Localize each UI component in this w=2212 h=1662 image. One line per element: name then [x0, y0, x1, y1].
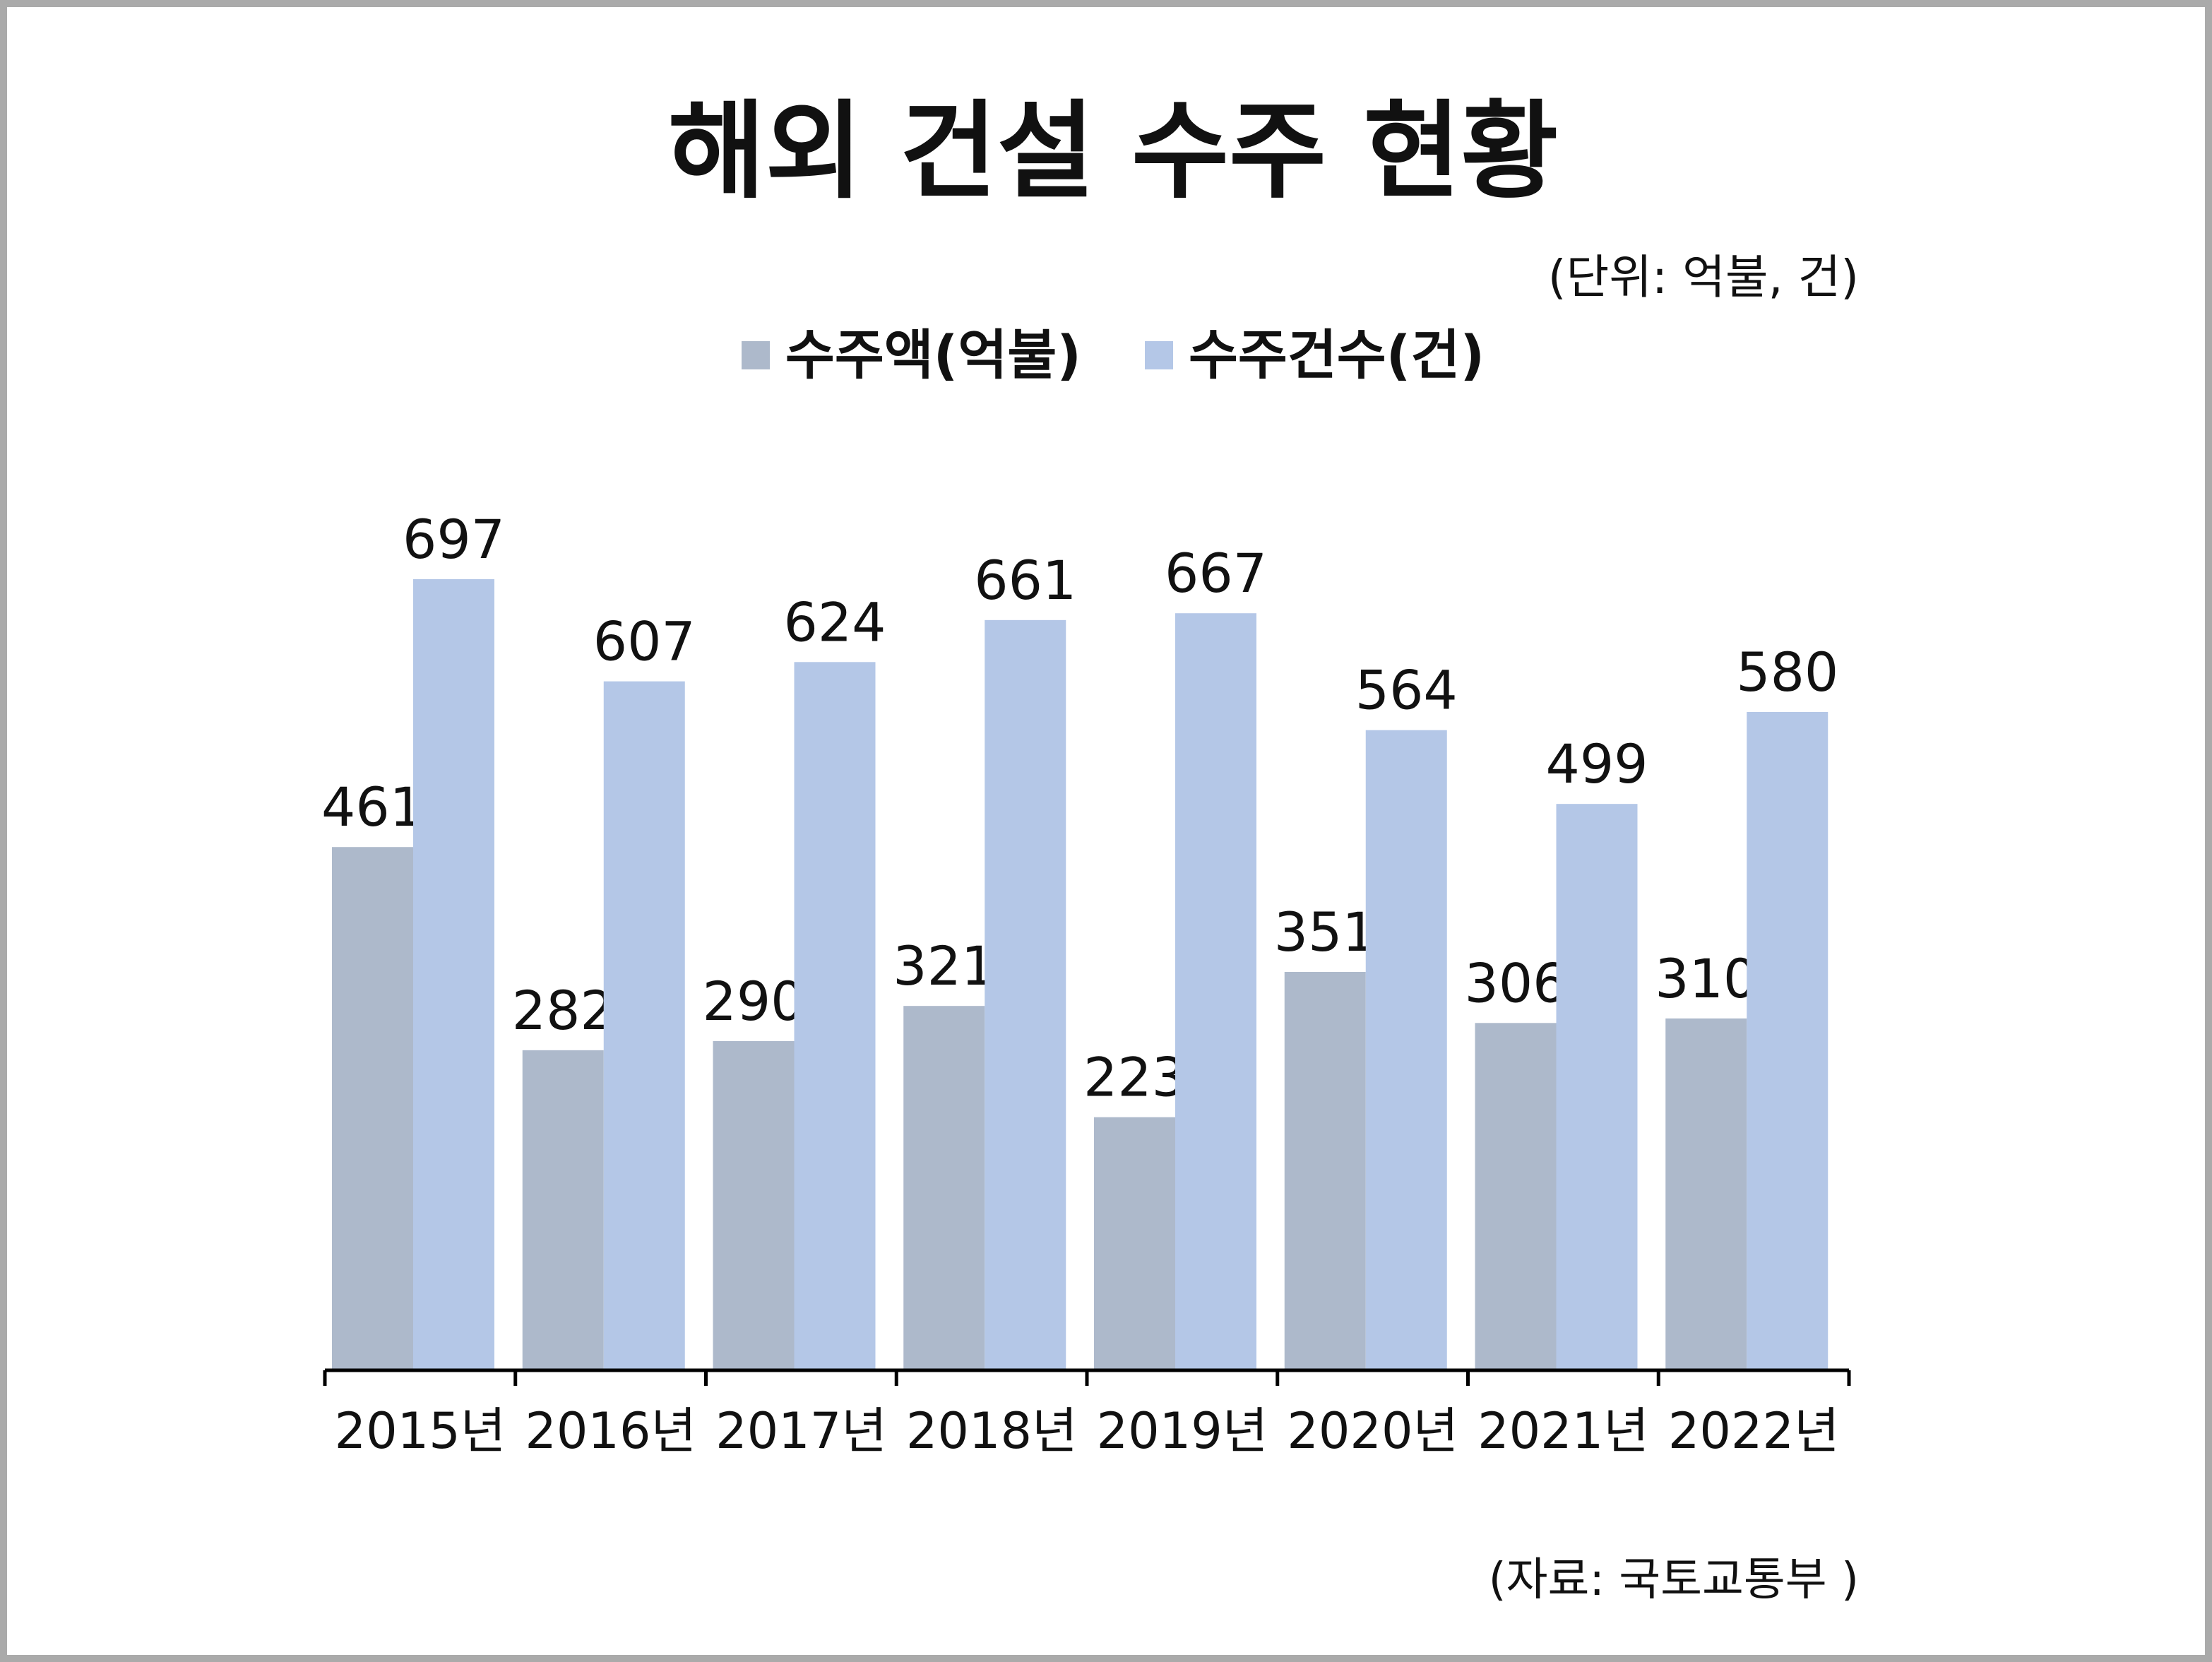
x-tick-label-7: 2021년: [1477, 1402, 1649, 1460]
bar-amount-5: [1094, 1117, 1175, 1370]
bar-count-4: [985, 619, 1066, 1370]
data-label-amount-3: 290: [702, 970, 804, 1033]
bar-count-1: [413, 579, 494, 1370]
legend-swatch-amount: [741, 341, 770, 369]
x-tick-label-8: 2022년: [1668, 1402, 1840, 1460]
legend-label-amount: 수주액(억불): [785, 324, 1081, 386]
x-tick-label-1: 2015년: [335, 1402, 506, 1460]
bar-amount-3: [713, 1041, 795, 1370]
bar-amount-4: [903, 1006, 985, 1370]
bar-amount-2: [522, 1050, 604, 1370]
data-label-amount-6: 351: [1274, 901, 1376, 963]
data-label-amount-4: 321: [893, 934, 995, 997]
data-label-amount-5: 223: [1083, 1046, 1186, 1109]
data-label-count-2: 607: [593, 610, 696, 673]
data-label-amount-7: 306: [1464, 951, 1566, 1014]
legend-label-count: 수주건수(건): [1189, 324, 1485, 386]
legend-item-amount: 수주액(억불): [741, 324, 1081, 386]
data-label-count-7: 499: [1545, 732, 1648, 795]
chart-title: 해외 건설 수주 현황: [667, 90, 1559, 213]
legend: 수주액(억불) 수주건수(건): [7, 328, 2212, 382]
bar-count-2: [603, 681, 685, 1370]
data-label-count-3: 624: [783, 590, 886, 653]
bar-count-5: [1175, 613, 1256, 1371]
bar-count-8: [1747, 712, 1829, 1370]
bar-count-6: [1365, 730, 1447, 1370]
bar-count-3: [794, 662, 876, 1370]
data-label-amount-8: 310: [1655, 947, 1757, 1010]
data-label-count-6: 564: [1355, 659, 1458, 722]
legend-swatch-count: [1145, 341, 1173, 369]
x-tick-label-2: 2016년: [525, 1402, 696, 1460]
bar-amount-6: [1284, 971, 1366, 1370]
data-label-count-1: 697: [403, 508, 505, 571]
data-label-amount-1: 461: [321, 776, 424, 838]
bar-chart: 461 697 2015년 282 607 2016년 290 624 2017년 321 661 2…: [321, 508, 1851, 1460]
data-label-count-4: 661: [974, 549, 1076, 612]
bar-amount-7: [1475, 1023, 1557, 1370]
bar-amount-1: [332, 847, 413, 1370]
x-tick-label-4: 2018년: [906, 1402, 1078, 1460]
legend-item-count: 수주건수(건): [1145, 328, 1485, 382]
bar-count-7: [1556, 804, 1638, 1370]
data-label-count-8: 580: [1736, 641, 1838, 704]
x-tick-label-5: 2019년: [1097, 1402, 1268, 1460]
data-label-amount-2: 282: [512, 979, 614, 1042]
unit-note: (단위: 억불, 건): [1547, 250, 1859, 304]
data-label-count-5: 667: [1165, 542, 1267, 605]
bar-amount-8: [1665, 1018, 1747, 1370]
source-note: (자료: 국토교통부 ): [1488, 1554, 1859, 1606]
x-tick-label-6: 2020년: [1287, 1402, 1458, 1460]
x-tick-label-3: 2017년: [715, 1402, 887, 1460]
